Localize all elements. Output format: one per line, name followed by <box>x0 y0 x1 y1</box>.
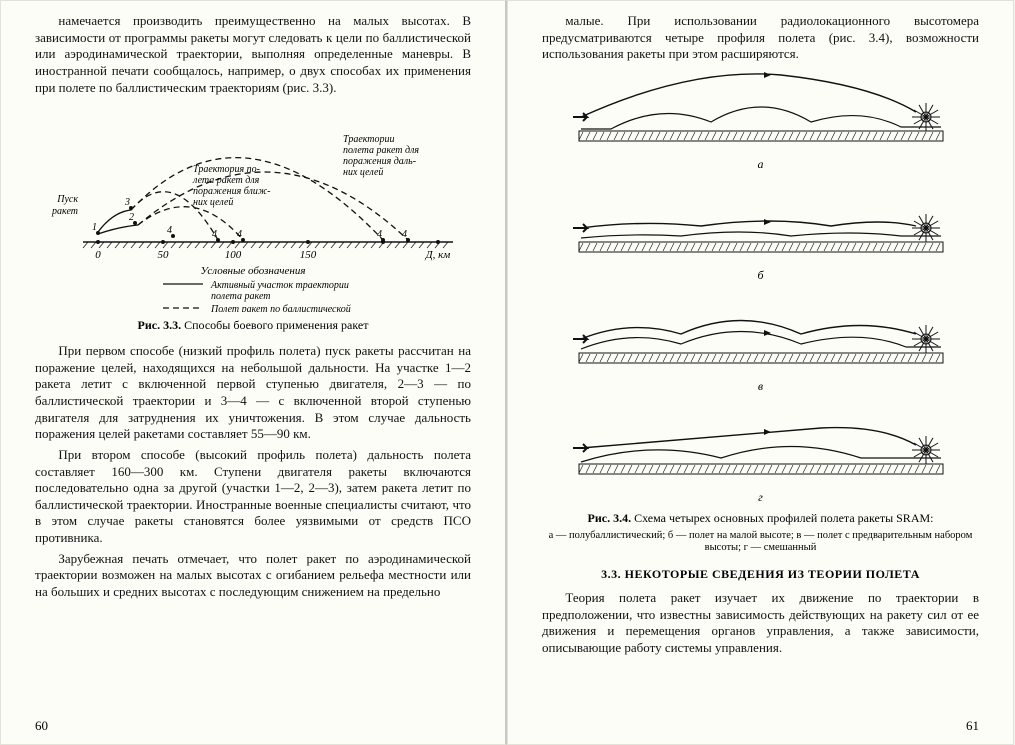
page-number: 61 <box>966 718 979 734</box>
svg-text:лета ракет для: лета ракет для <box>192 175 260 186</box>
para: При первом способе (низкий профиль полет… <box>35 343 471 443</box>
section-title: 3.3. НЕКОТОРЫЕ СВЕДЕНИЯ ИЗ ТЕОРИИ ПОЛЕТА <box>542 567 979 582</box>
svg-text:4: 4 <box>402 229 407 240</box>
para: малые. При использовании радиолокационно… <box>542 13 979 63</box>
svg-text:2: 2 <box>129 212 134 223</box>
svg-text:4: 4 <box>377 229 382 240</box>
left-text-block-2: При первом способе (низкий профиль полет… <box>35 343 471 600</box>
svg-text:поражения даль-: поражения даль- <box>343 156 416 167</box>
svg-text:0: 0 <box>95 249 101 261</box>
svg-text:ракет: ракет <box>51 206 78 217</box>
figure-3-4-caption: Рис. 3.4. Схема четырех основных профиле… <box>542 511 979 555</box>
caption-text: Схема четырех основных профилей полета р… <box>631 511 933 525</box>
svg-text:Д, км: Д, км <box>425 249 451 261</box>
caption-bold: Рис. 3.4. <box>588 511 632 525</box>
figure-3-3: 0 50 100 150 Д, км Пускракет 1 2 3 4 4 4 4 4 Траектори… <box>43 102 463 312</box>
right-text-block-1: малые. При использовании радиолокационно… <box>542 13 979 63</box>
left-text-block-1: намечается производить преимущественно н… <box>35 13 471 96</box>
svg-text:Пуск: Пуск <box>56 194 78 205</box>
svg-text:Траектория по-: Траектория по- <box>193 164 260 175</box>
svg-text:3: 3 <box>124 197 130 208</box>
svg-text:100: 100 <box>225 249 242 261</box>
svg-text:4: 4 <box>167 225 172 236</box>
svg-text:Активный участок траектории: Активный участок траектории <box>210 280 349 291</box>
caption-text: Способы боевого применения ракет <box>181 318 368 332</box>
svg-text:Полет ракет по баллистической: Полет ракет по баллистической <box>210 304 351 312</box>
svg-text:них целей: них целей <box>193 197 233 208</box>
page-right: малые. При использовании радиолокационно… <box>507 0 1014 745</box>
svg-text:полета ракет: полета ракет <box>211 291 270 302</box>
para: намечается производить преимущественно н… <box>35 13 471 96</box>
svg-text:1: 1 <box>92 222 97 233</box>
para: При втором способе (высокий профиль поле… <box>35 447 471 547</box>
page-number: 60 <box>35 718 48 734</box>
figure-3-4: абвг <box>542 67 979 505</box>
figure-3-4-subcaption: а — полубаллистический; б — полет на мал… <box>542 530 979 555</box>
book-spread: намечается производить преимущественно н… <box>0 0 1015 745</box>
svg-text:50: 50 <box>158 249 170 261</box>
svg-text:4: 4 <box>237 229 242 240</box>
para: Зарубежная печать отмечает, что полет ра… <box>35 551 471 601</box>
page-left: намечается производить преимущественно н… <box>0 0 507 745</box>
svg-text:поражения ближ-: поражения ближ- <box>193 186 271 197</box>
svg-text:4: 4 <box>212 229 217 240</box>
svg-text:полета ракет для: полета ракет для <box>343 145 419 156</box>
svg-text:Траектории: Траектории <box>343 134 395 145</box>
figure-3-3-caption: Рис. 3.3. Способы боевого применения рак… <box>35 318 471 333</box>
svg-text:150: 150 <box>300 249 317 261</box>
svg-text:них целей: них целей <box>343 167 383 178</box>
svg-text:Условные обозначения: Условные обозначения <box>201 265 306 277</box>
caption-bold: Рис. 3.3. <box>138 318 182 332</box>
right-text-block-2: Теория полета ракет изучает их движение … <box>542 590 979 657</box>
para: Теория полета ракет изучает их движение … <box>542 590 979 657</box>
